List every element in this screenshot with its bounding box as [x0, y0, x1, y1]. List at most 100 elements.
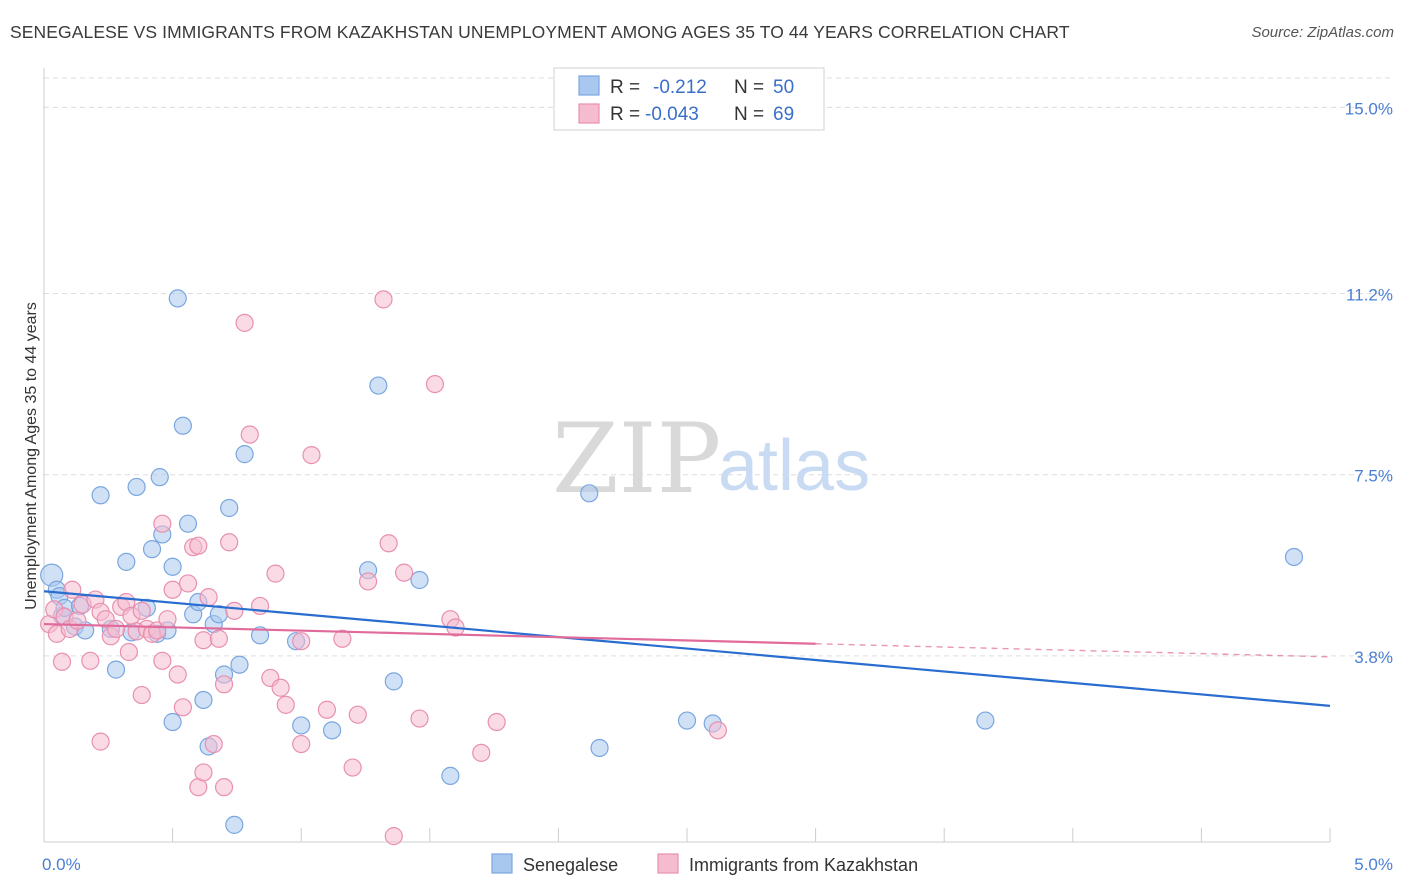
kazakhstan-point: [358, 572, 378, 591]
tick-labels: 3.8% 7.5% 11.2% 15.0% 0.0% 5.0%: [42, 99, 1393, 874]
x-tick-label-min: 0.0%: [42, 855, 81, 874]
kazakhstan-point: [189, 536, 208, 555]
legend-swatch-pink: [578, 103, 600, 124]
kazakhstan-point: [106, 619, 126, 639]
senegalese-point: [150, 468, 169, 487]
senegalese-point: [142, 540, 162, 559]
kazakhstan-trend-extension: [815, 643, 1331, 658]
bottom-legend-label-pink: Immigrants from Kazakhstan: [689, 855, 918, 875]
legend-r-label-pink: R =: [610, 104, 640, 125]
kazakhstan-point: [394, 563, 414, 582]
senegalese-point: [1284, 547, 1304, 567]
gridlines: [44, 77, 1392, 657]
kazakhstan-point: [708, 721, 727, 740]
bottom-legend-swatch-blue: [491, 853, 513, 874]
y-tick-label: 7.5%: [1354, 467, 1393, 486]
kazakhstan-point: [153, 651, 172, 670]
data-points: [40, 289, 1304, 846]
senegalese-point: [178, 514, 198, 533]
chart-title: SENEGALESE VS IMMIGRANTS FROM KAZAKHSTAN…: [10, 22, 1070, 42]
legend-n-label-pink: N =: [734, 104, 764, 125]
kazakhstan-point: [343, 758, 362, 777]
kazakhstan-point: [292, 632, 311, 651]
y-tick-label: 3.8%: [1354, 648, 1393, 667]
senegalese-point: [230, 655, 249, 674]
senegalese-point: [410, 570, 429, 590]
kazakhstan-point: [276, 695, 295, 714]
senegalese-point: [322, 721, 342, 740]
y-tick-label: 15.0%: [1345, 99, 1393, 118]
kazakhstan-point: [199, 588, 218, 607]
kazakhstan-point: [410, 709, 429, 728]
senegalese-point: [235, 445, 254, 464]
kazakhstan-point: [52, 652, 72, 671]
watermark-zip: ZIP: [552, 403, 721, 515]
senegalese-point: [441, 766, 460, 785]
senegalese-point: [292, 716, 311, 735]
legend-n-value-blue: 50: [773, 77, 794, 98]
kazakhstan-point: [374, 290, 393, 309]
watermark-atlas: atlas: [718, 426, 870, 506]
kazakhstan-point: [194, 763, 213, 782]
legend-r-label-blue: R =: [610, 77, 640, 98]
kazakhstan-point: [168, 665, 187, 684]
senegalese-point: [163, 557, 182, 576]
kazakhstan-point: [194, 631, 213, 650]
senegalese-point: [250, 626, 270, 645]
y-tick-label: 11.2%: [1346, 285, 1393, 304]
kazakhstan-point: [472, 743, 491, 762]
bottom-legend-swatch-pink: [657, 853, 679, 874]
trend-lines: [43, 590, 1331, 707]
kazakhstan-point: [220, 533, 239, 552]
kazakhstan-point: [209, 629, 228, 648]
kazakhstan-point: [68, 611, 87, 630]
senegalese-point: [117, 552, 136, 571]
senegalese-point: [168, 289, 187, 308]
kazakhstan-point: [178, 574, 198, 593]
kazakhstan-point: [292, 734, 311, 754]
kazakhstan-point: [132, 685, 151, 705]
kazakhstan-point: [384, 827, 403, 846]
kazakhstan-point: [487, 712, 506, 732]
bottom-legend: Senegalese Immigrants from Kazakhstan: [491, 853, 918, 875]
kazakhstan-point: [153, 514, 172, 533]
legend-swatch-blue: [578, 75, 600, 96]
senegalese-point: [173, 416, 192, 435]
senegalese-point: [220, 498, 239, 518]
senegalese-point: [677, 711, 697, 730]
senegalese-trend-line: [43, 590, 1331, 707]
senegalese-point: [163, 712, 182, 732]
senegalese-point: [106, 660, 126, 679]
senegalese-point: [194, 690, 213, 710]
kazakhstan-point: [158, 610, 177, 629]
kazakhstan-point: [333, 629, 352, 648]
legend-r-value-blue: -0.212: [653, 77, 707, 98]
source-credit: Source: ZipAtlas.com: [1251, 24, 1394, 41]
legend-r-value-pink: -0.043: [645, 104, 699, 125]
kazakhstan-point: [225, 601, 244, 620]
kazakhstan-point: [163, 580, 182, 599]
senegalese-point: [369, 376, 388, 395]
senegalese-point: [127, 477, 146, 497]
senegalese-point: [976, 711, 995, 730]
kazakhstan-point: [240, 425, 259, 444]
senegalese-point: [590, 738, 609, 758]
legend-box: R = -0.212 N = 50 R = -0.043 N = 69: [553, 67, 825, 131]
kazakhstan-trend-line: [43, 622, 816, 645]
kazakhstan-point: [81, 651, 100, 670]
y-axis-label: Unemployment Among Ages 35 to 44 years: [23, 302, 40, 610]
legend-n-value-pink: 69: [773, 104, 794, 125]
kazakhstan-point: [317, 700, 337, 719]
bottom-legend-label-blue: Senegalese: [523, 855, 618, 875]
kazakhstan-point: [266, 564, 285, 583]
x-tick-label-max: 5.0%: [1354, 855, 1393, 874]
kazakhstan-point: [119, 642, 138, 662]
kazakhstan-point: [214, 778, 234, 797]
legend-n-label-blue: N =: [734, 77, 764, 98]
kazakhstan-point: [173, 698, 192, 717]
senegalese-point: [384, 672, 403, 691]
kazakhstan-point: [425, 374, 445, 394]
kazakhstan-point: [91, 732, 110, 751]
kazakhstan-point: [235, 313, 254, 332]
